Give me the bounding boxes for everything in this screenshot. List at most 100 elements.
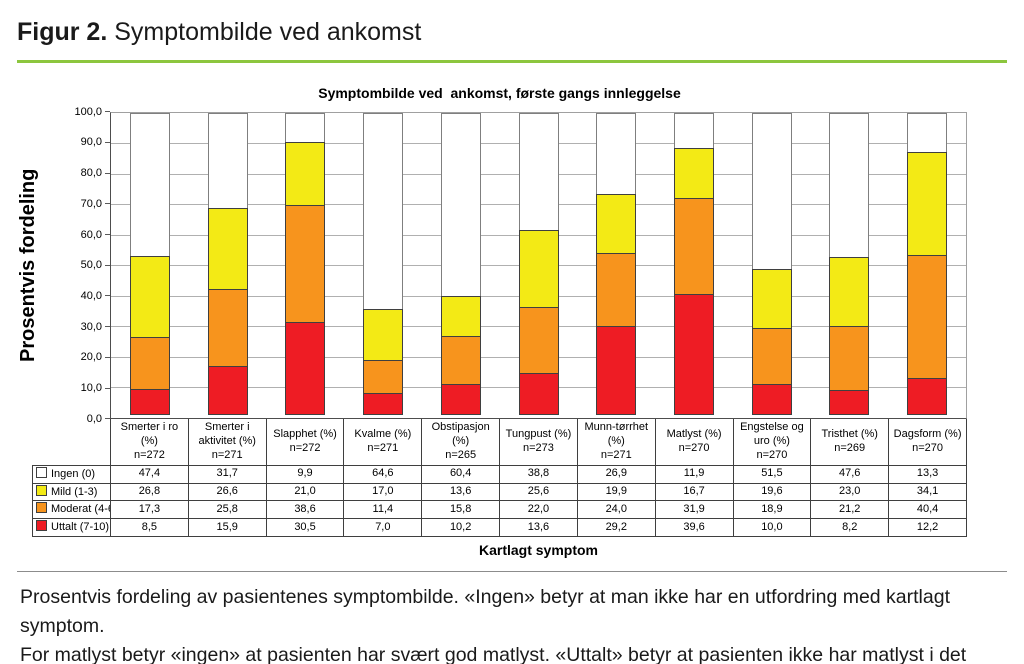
y-tick-label: 30,0 — [81, 321, 110, 333]
stacked-bar — [518, 112, 559, 418]
value-cell: 17,3 — [110, 500, 189, 519]
bar-segment — [674, 197, 714, 296]
bar-segment — [907, 255, 948, 379]
figure-title-text: Symptombilde ved ankomst — [107, 18, 422, 46]
value-cell: 26,6 — [187, 482, 267, 502]
y-tick-value: 50,0 — [80, 259, 102, 272]
bar-segment — [518, 307, 559, 375]
category-n-count: n=270 — [678, 441, 710, 454]
caption-line-1: Prosentvis fordeling av pasientenes symp… — [20, 585, 951, 637]
y-tick-label: 50,0 — [81, 259, 110, 271]
value-cell: 19,9 — [576, 482, 656, 502]
category-header-cell: Engstelse og uro (%) n=270 — [732, 417, 812, 466]
value-cell: 9,9 — [265, 464, 345, 484]
bar-slot — [577, 112, 655, 418]
table-row: Moderat (4-6)17,325,838,611,415,822,024,… — [32, 500, 967, 519]
bar-slot — [266, 112, 344, 418]
value-cell: 24,0 — [576, 500, 656, 519]
value-cell: 8,2 — [810, 518, 890, 537]
y-tick-value: 20,0 — [80, 351, 102, 364]
y-axis-label: Prosentvis fordeling — [17, 168, 39, 362]
category-n-count: n=271 — [367, 441, 399, 454]
legend-swatch — [36, 502, 47, 514]
x-axis-label: Kartlagt symptom — [478, 541, 599, 558]
bar-segment — [829, 256, 870, 328]
value-cell: 25,8 — [187, 500, 267, 519]
y-tick-label: 10,0 — [81, 382, 110, 394]
bar-segment — [751, 268, 792, 329]
stacked-bar — [907, 112, 948, 418]
value-cell: 13,6 — [421, 482, 501, 502]
stacked-bar-chart: Symptombilde ved ankomst, første gangs i… — [17, 85, 967, 558]
table-corner-blank — [33, 418, 111, 465]
bar-slot — [111, 112, 189, 418]
bar-segment — [129, 112, 170, 258]
bar-segment — [285, 141, 326, 206]
category-label: Smerter i aktivitet (%) — [198, 421, 256, 447]
y-tick-label: 70,0 — [81, 198, 110, 210]
bar-slot — [344, 112, 422, 418]
value-cell: 31,7 — [187, 464, 267, 484]
category-header-cell: Munn-tørrhet (%) n=271 — [576, 417, 656, 466]
y-tick-value: 90,0 — [80, 136, 102, 149]
value-cell: 40,4 — [888, 500, 967, 519]
category-header-cell: Smerter i ro (%) n=272 — [110, 417, 189, 466]
category-n-count: n=269 — [834, 441, 866, 454]
category-label: Munn-tørrhet (%) — [584, 421, 649, 447]
y-axis-ticks: 100,0 90,0 80,0 70,0 60,0 50,0 40,0 30,0 20,0 10,… — [46, 106, 110, 425]
bar-segment — [829, 326, 870, 391]
category-n-count: n=272 — [289, 441, 321, 454]
stacked-bar — [363, 112, 404, 418]
bar-slot — [888, 112, 966, 418]
y-tick-mark — [105, 111, 110, 113]
bar-segment — [129, 388, 170, 415]
legend-cell: Ingen (0) — [32, 464, 111, 484]
bar-segment — [596, 325, 637, 415]
y-tick-label: 100,0 — [74, 106, 110, 118]
bar-segment — [440, 295, 481, 338]
bar-slot — [811, 112, 889, 418]
bar-segment — [751, 112, 792, 270]
bar-segment — [207, 208, 248, 290]
category-label: Matlyst (%) — [666, 428, 722, 440]
value-cell: 15,8 — [421, 500, 501, 519]
y-tick-mark — [105, 172, 110, 174]
category-n-count: n=272 — [133, 448, 165, 461]
category-n-count: n=265 — [445, 448, 477, 461]
figure-heading: Figur 2. Symptombilde ved ankomst — [17, 0, 1024, 47]
caption-line-2: For matlyst betyr «ingen» at pasienten h… — [20, 644, 967, 664]
bar-segment — [285, 204, 326, 323]
y-tick-mark — [105, 234, 110, 236]
category-label: Kvalme (%) — [354, 428, 412, 440]
y-tick-mark — [105, 264, 110, 266]
category-header-cell: Slapphet (%) n=272 — [265, 417, 345, 466]
category-label: Tungpust (%) — [505, 428, 572, 440]
legend-label: Ingen (0) — [51, 467, 96, 480]
bar-segment — [363, 308, 404, 361]
bar-segment — [751, 327, 792, 386]
bar-segment — [363, 112, 404, 310]
value-cell: 11,4 — [343, 500, 423, 519]
y-tick-mark — [105, 356, 110, 358]
bar-segment — [518, 230, 559, 309]
bar-segment — [829, 112, 870, 258]
plot-row: Prosentvis fordeling 100,0 90,0 80,0 70,0 60… — [17, 106, 967, 425]
value-cell: 8,5 — [110, 518, 189, 537]
bar-segment — [440, 336, 481, 385]
category-header-cell: Dagsform (%) n=270 — [888, 417, 967, 466]
category-label: Dagsform (%) — [893, 428, 962, 440]
table-row: Ingen (0) 47,4 31,7 9,9 64,6 60,4 38,8 26,9 11,9… — [32, 464, 967, 484]
bar-segment — [829, 389, 870, 415]
value-cell: 60,4 — [421, 464, 501, 484]
y-tick-mark — [105, 326, 110, 328]
stacked-bar — [129, 112, 170, 418]
category-header-cell: Obstipasjon (%) n=265 — [421, 417, 501, 466]
y-tick-value: 30,0 — [80, 320, 102, 333]
bar-segment — [674, 294, 714, 415]
legend-label: Uttalt (7-10) — [51, 521, 110, 533]
category-label: Engstelse og uro (%) — [740, 421, 804, 447]
bar-segment — [907, 377, 948, 415]
data-table: Smerter i ro (%) n=272 Smerter i aktivitet… — [32, 417, 967, 537]
legend-swatch — [36, 484, 47, 496]
